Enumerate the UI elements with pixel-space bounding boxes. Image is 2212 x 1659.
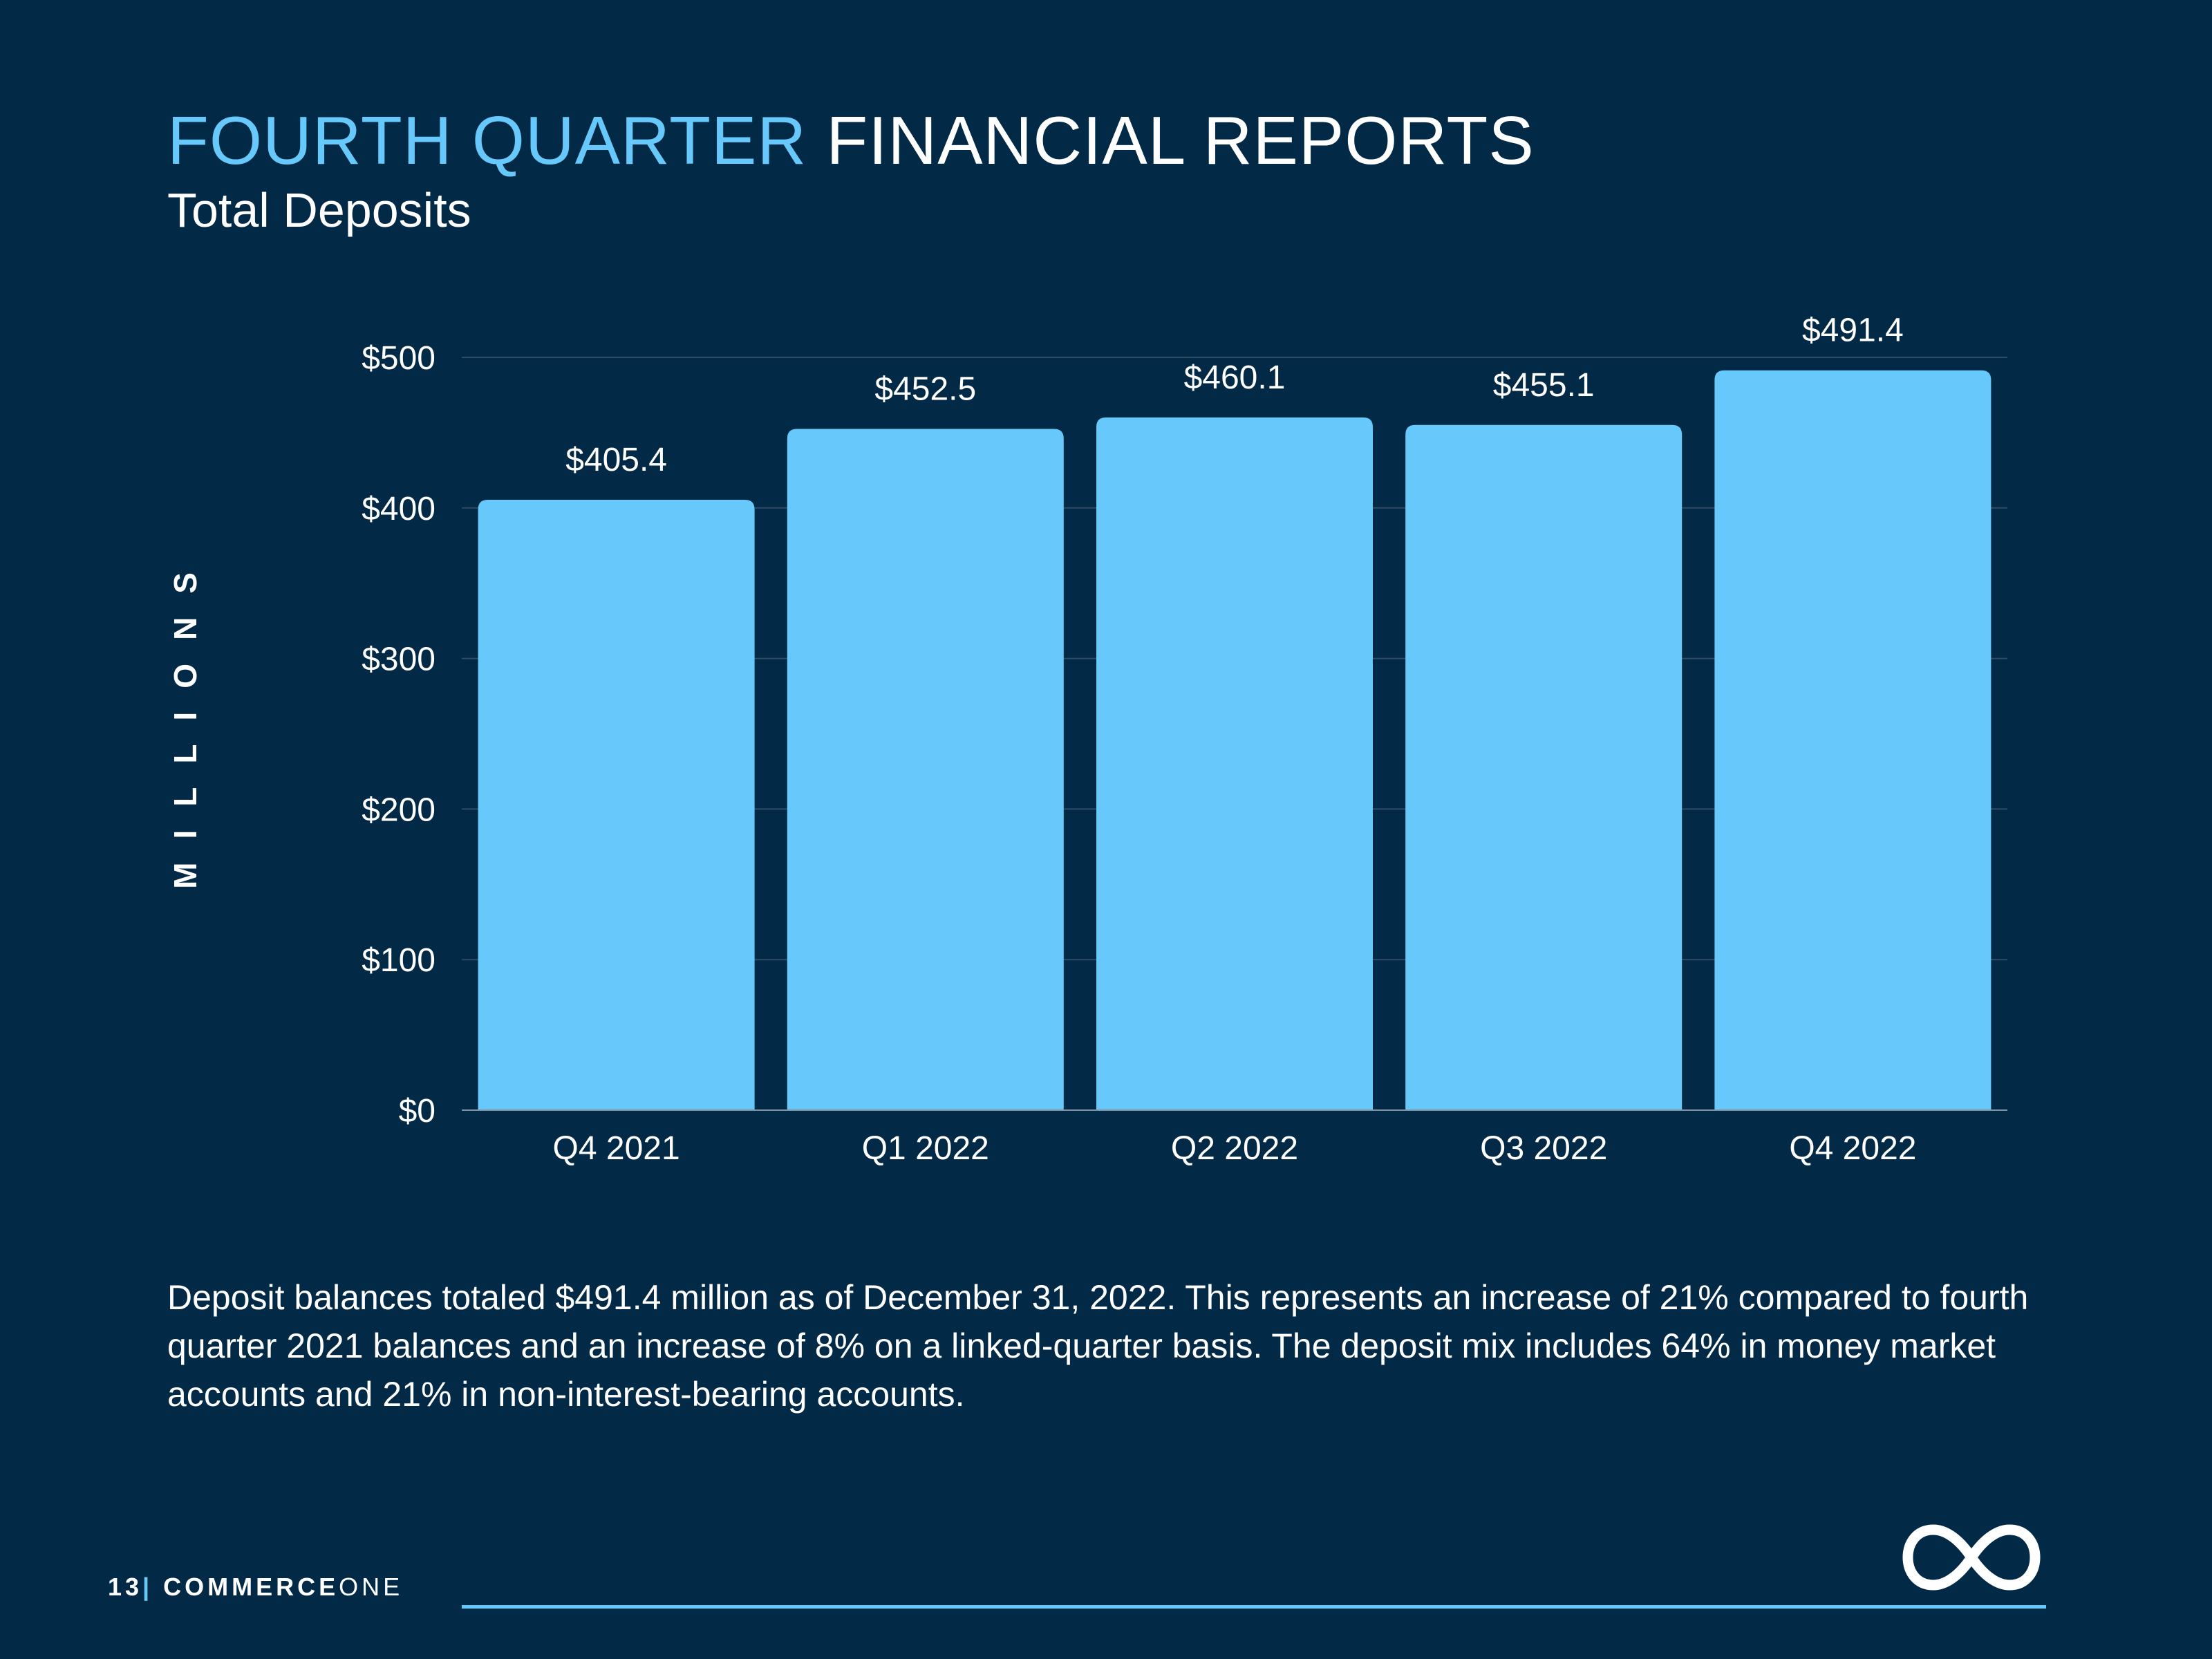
x-tick-label: Q2 2022 xyxy=(1171,1130,1298,1167)
footer-brand: 13| COMMERCEONE xyxy=(108,1573,403,1602)
y-tick-label: $500 xyxy=(362,340,435,377)
data-label: $405.4 xyxy=(565,442,667,478)
footer-separator: | xyxy=(142,1573,153,1601)
x-tick-label: Q4 2022 xyxy=(1789,1130,1916,1167)
description-paragraph: Deposit balances totaled $491.4 million … xyxy=(167,1278,2029,1414)
brand-name-light: ONE xyxy=(339,1573,404,1601)
data-label: $452.5 xyxy=(874,371,976,407)
footer-divider xyxy=(462,1605,2046,1609)
title-rest: FINANCIAL REPORTS xyxy=(826,102,1535,178)
y-tick-label: $100 xyxy=(362,942,435,979)
infinity-icon xyxy=(1902,1524,2041,1591)
data-label: $491.4 xyxy=(1802,312,1904,349)
bar xyxy=(478,500,755,1110)
y-tick-label: $200 xyxy=(362,791,435,828)
page-title: FOURTH QUARTER FINANCIAL REPORTS xyxy=(167,102,1535,178)
y-tick-label: $400 xyxy=(362,491,435,527)
bar xyxy=(787,429,1064,1110)
y-tick-label: $0 xyxy=(399,1093,435,1130)
data-label: $460.1 xyxy=(1184,359,1286,396)
page-subtitle: Total Deposits xyxy=(167,183,471,237)
x-tick-label: Q3 2022 xyxy=(1480,1130,1607,1167)
brand-name-bold: COMMERCE xyxy=(163,1573,339,1601)
y-tick-label: $300 xyxy=(362,641,435,678)
title-accent: FOURTH QUARTER xyxy=(167,102,807,178)
bar xyxy=(1714,370,1991,1111)
x-tick-label: Q1 2022 xyxy=(862,1130,989,1167)
data-label: $455.1 xyxy=(1493,367,1595,404)
page-number: 13 xyxy=(108,1573,143,1601)
deposits-bar-chart: $0 $100 $200 $300 $400 $500 $405.4 Q4 2021 $452.… xyxy=(362,312,2007,1167)
bar xyxy=(1405,424,1683,1110)
x-tick-label: Q4 2021 xyxy=(553,1130,680,1167)
bar xyxy=(1096,417,1373,1110)
